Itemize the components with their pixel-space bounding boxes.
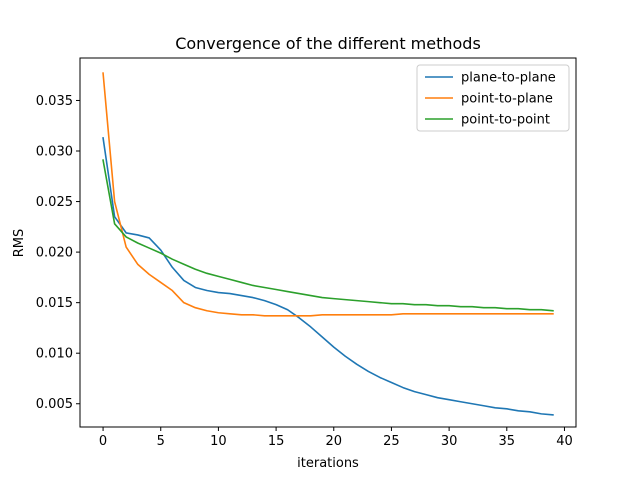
series-line-plane-to-plane [102,136,554,416]
series-lines [102,72,554,416]
x-tick-label: 15 [268,434,285,449]
y-tick-label: 0.030 [36,145,73,160]
y-axis-ticks: 0.005 0.010 0.015 0.020 0.025 0.030 0.035 [36,94,80,412]
x-tick-label: 30 [441,434,458,449]
legend-box [416,64,570,132]
y-tick-label: 0.010 [36,347,73,362]
plot-area-frame [79,57,577,428]
y-tick-label: 0.025 [36,195,73,210]
legend: plane-to-plane point-to-plane point-to-poi… [416,64,570,132]
x-axis-ticks: 0 5 10 15 20 25 30 35 40 [99,427,573,449]
legend-label: plane-to-plane [461,71,556,86]
x-axis-label: iterations [297,456,359,471]
x-tick-label: 20 [325,434,342,449]
legend-label: point-to-point [461,113,550,128]
series-line-point-to-plane [102,72,554,317]
y-tick-label: 0.015 [36,296,73,311]
y-tick-label: 0.005 [36,397,73,412]
x-tick-label: 5 [157,434,165,449]
legend-label: point-to-plane [461,92,553,107]
x-tick-label: 10 [210,434,227,449]
x-tick-label: 0 [99,434,107,449]
x-tick-label: 25 [383,434,400,449]
x-tick-label: 35 [499,434,516,449]
x-tick-label: 40 [556,434,573,449]
series-line-point-to-point [102,159,554,312]
y-tick-label: 0.035 [36,94,73,109]
y-tick-label: 0.020 [36,246,73,261]
y-axis-label: RMS [12,229,27,258]
chart-title: Convergence of the different methods [175,34,481,53]
